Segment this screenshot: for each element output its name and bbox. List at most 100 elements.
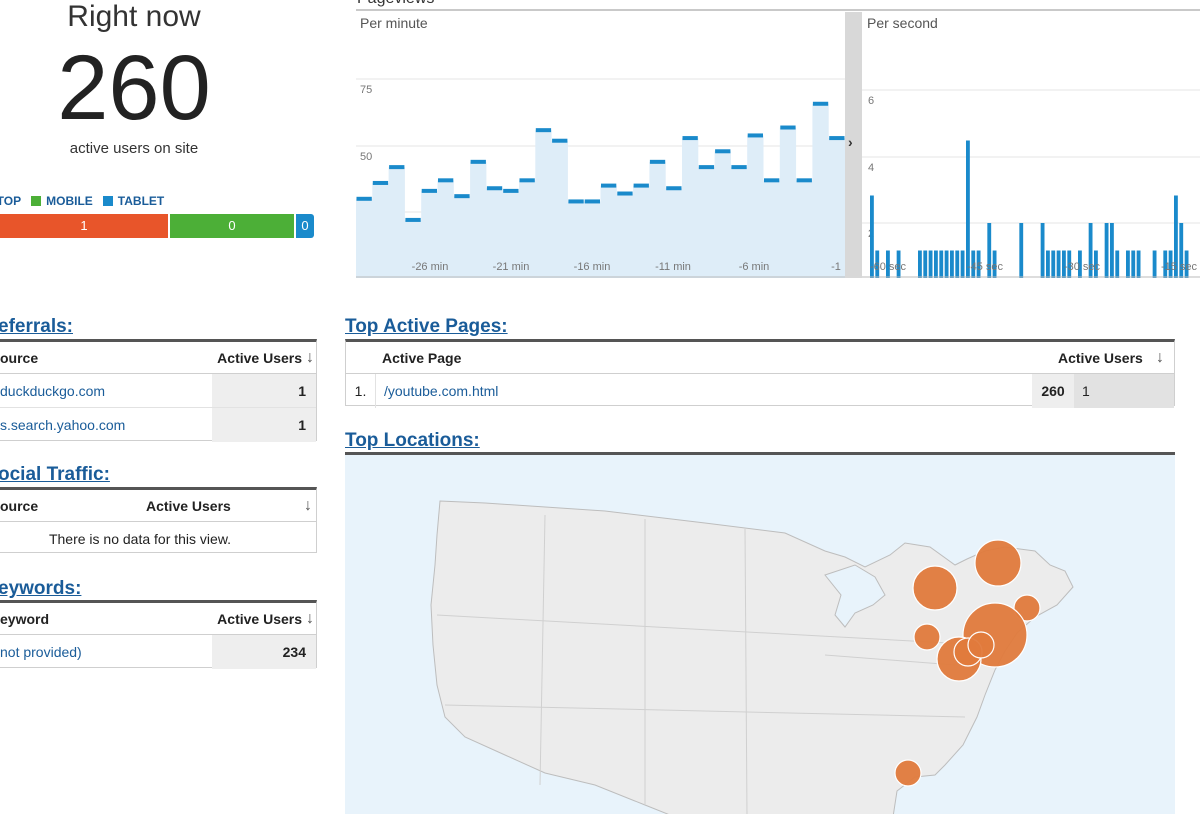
chart-divider[interactable]: › (845, 12, 862, 278)
active-users-caption: active users on site (69, 140, 199, 157)
per-minute-step (389, 165, 405, 170)
sort-down-icon[interactable]: ↓ (292, 490, 312, 521)
x-tick-label: -45 sec (967, 261, 1004, 273)
keywords-header: eyword Active Users ↓ (0, 603, 316, 635)
per-second-bar (1104, 223, 1109, 278)
per-second-bar (1078, 250, 1082, 278)
per-minute-label: Per minute (360, 15, 428, 31)
per-minute-area (356, 103, 845, 278)
location-markers (894, 539, 1041, 787)
location-marker (967, 631, 995, 659)
per-minute-step (796, 178, 812, 183)
legend-mobile-label: MOBILE (46, 194, 93, 208)
social-traffic-title[interactable]: ocial Traffic: (0, 464, 110, 485)
referrals-source-header[interactable]: ource (0, 349, 39, 366)
sort-down-icon[interactable]: ↓ (306, 609, 314, 627)
location-marker (974, 539, 1022, 587)
social-source-header[interactable]: ource (0, 497, 39, 514)
per-minute-step (486, 186, 503, 191)
legend-mobile: MOBILE (31, 194, 93, 208)
referral-users-value: 1 (212, 408, 316, 442)
keywords-table: eyword Active Users ↓ not provided) 234 (0, 600, 317, 669)
row-rank: 1. (346, 374, 376, 408)
tablet-swatch-icon (102, 196, 113, 206)
per-minute-step (519, 178, 535, 183)
pageviews-header: Pageviews (356, 0, 1200, 11)
keywords-keyword-header[interactable]: eyword (0, 610, 50, 627)
keyword-link[interactable]: not provided) (0, 644, 82, 660)
per-minute-chart: 755025-26 min-21 min-16 min-11 min-6 min… (356, 78, 845, 278)
tablet-bar[interactable]: 0 (296, 214, 314, 238)
per-second-bar (960, 250, 965, 278)
top-pages-header: Active Page Active Users ↓ (346, 342, 1174, 374)
active-page-header[interactable]: Active Page (382, 349, 462, 366)
legend-tablet-label: TABLET (117, 194, 165, 208)
top-locations-map[interactable] (345, 452, 1175, 814)
per-second-bar (1094, 250, 1098, 278)
active-users-count: 260 (57, 37, 211, 139)
per-second-bar (1062, 250, 1066, 278)
sort-down-icon[interactable]: ↓ (1152, 342, 1172, 373)
per-second-bar (1067, 250, 1072, 278)
referral-users-value: 1 (212, 374, 316, 407)
location-marker (913, 623, 941, 651)
per-second-bar (1046, 250, 1050, 278)
great-lakes (824, 564, 886, 628)
top-pages-users-header[interactable]: Active Users (1058, 349, 1143, 366)
desktop-bar[interactable]: 1 (0, 214, 168, 238)
per-minute-step (601, 183, 617, 188)
referrals-users-header[interactable]: Active Users ↓ (194, 342, 314, 373)
y-tick-label: 6 (868, 95, 874, 107)
per-second-bar (987, 223, 992, 278)
per-second-bar (923, 250, 928, 278)
per-minute-step (715, 149, 731, 154)
per-second-label: Per second (867, 15, 938, 31)
referral-source-link[interactable]: duckduckgo.com (0, 382, 106, 399)
per-minute-step (617, 191, 633, 196)
per-second-bar (955, 250, 960, 278)
keywords-title[interactable]: eywords: (0, 578, 82, 599)
per-minute-step (503, 188, 519, 193)
per-minute-step (698, 165, 715, 170)
x-tick-label: -16 min (574, 261, 611, 273)
social-table: ource Active Users ↓ There is no data fo… (0, 487, 317, 553)
referrals-title[interactable]: eferrals: (0, 316, 73, 337)
per-second-bar (1040, 223, 1045, 278)
per-minute-step (470, 159, 486, 164)
per-minute-step (633, 183, 649, 188)
per-minute-step (552, 138, 568, 143)
per-minute-step (747, 133, 763, 138)
sort-down-icon[interactable]: ↓ (306, 348, 314, 366)
top-locations-title[interactable]: Top Locations: (345, 430, 480, 451)
table-row: not provided) 234 (0, 635, 316, 669)
device-legend: KTOP MOBILE TABLET (0, 192, 174, 210)
state-borders (436, 514, 986, 814)
per-second-bar (928, 250, 933, 278)
per-second-bar (1184, 250, 1189, 278)
table-row: duckduckgo.com 1 (0, 374, 316, 408)
referral-source-link[interactable]: s.search.yahoo.com (0, 417, 126, 433)
per-minute-step (438, 178, 454, 183)
top-pages-table: Active Page Active Users ↓ 1. /youtube.c… (345, 339, 1175, 408)
per-minute-step (584, 199, 600, 204)
per-minute-step (682, 136, 698, 141)
top-active-pages-title[interactable]: Top Active Pages: (345, 316, 508, 337)
social-users-header[interactable]: Active Users (146, 497, 231, 514)
keyword-users-value: 234 (212, 635, 316, 669)
mobile-bar[interactable]: 0 (170, 214, 294, 238)
empty-row: There is no data for this view. (0, 522, 316, 556)
chevron-right-icon[interactable]: › (848, 134, 853, 150)
keywords-users-header[interactable]: Active Users ↓ (194, 603, 314, 634)
pageviews-title: Pageviews (357, 0, 434, 8)
x-tick-label: -60 sec (870, 261, 907, 273)
referrals-table: ource Active Users ↓ duckduckgo.com 1 s.… (0, 339, 317, 442)
per-second-bar (1115, 250, 1120, 278)
per-second-bar (870, 195, 874, 278)
per-second-bar (971, 250, 976, 278)
per-second-bar (896, 250, 901, 278)
x-tick-label: -11 min (655, 261, 691, 273)
active-page-link[interactable]: /youtube.com.html (384, 383, 499, 399)
per-second-bar (1168, 250, 1173, 278)
top-pages-sort-glyph: ↓ (1156, 348, 1164, 366)
social-header: ource Active Users ↓ (0, 490, 316, 522)
